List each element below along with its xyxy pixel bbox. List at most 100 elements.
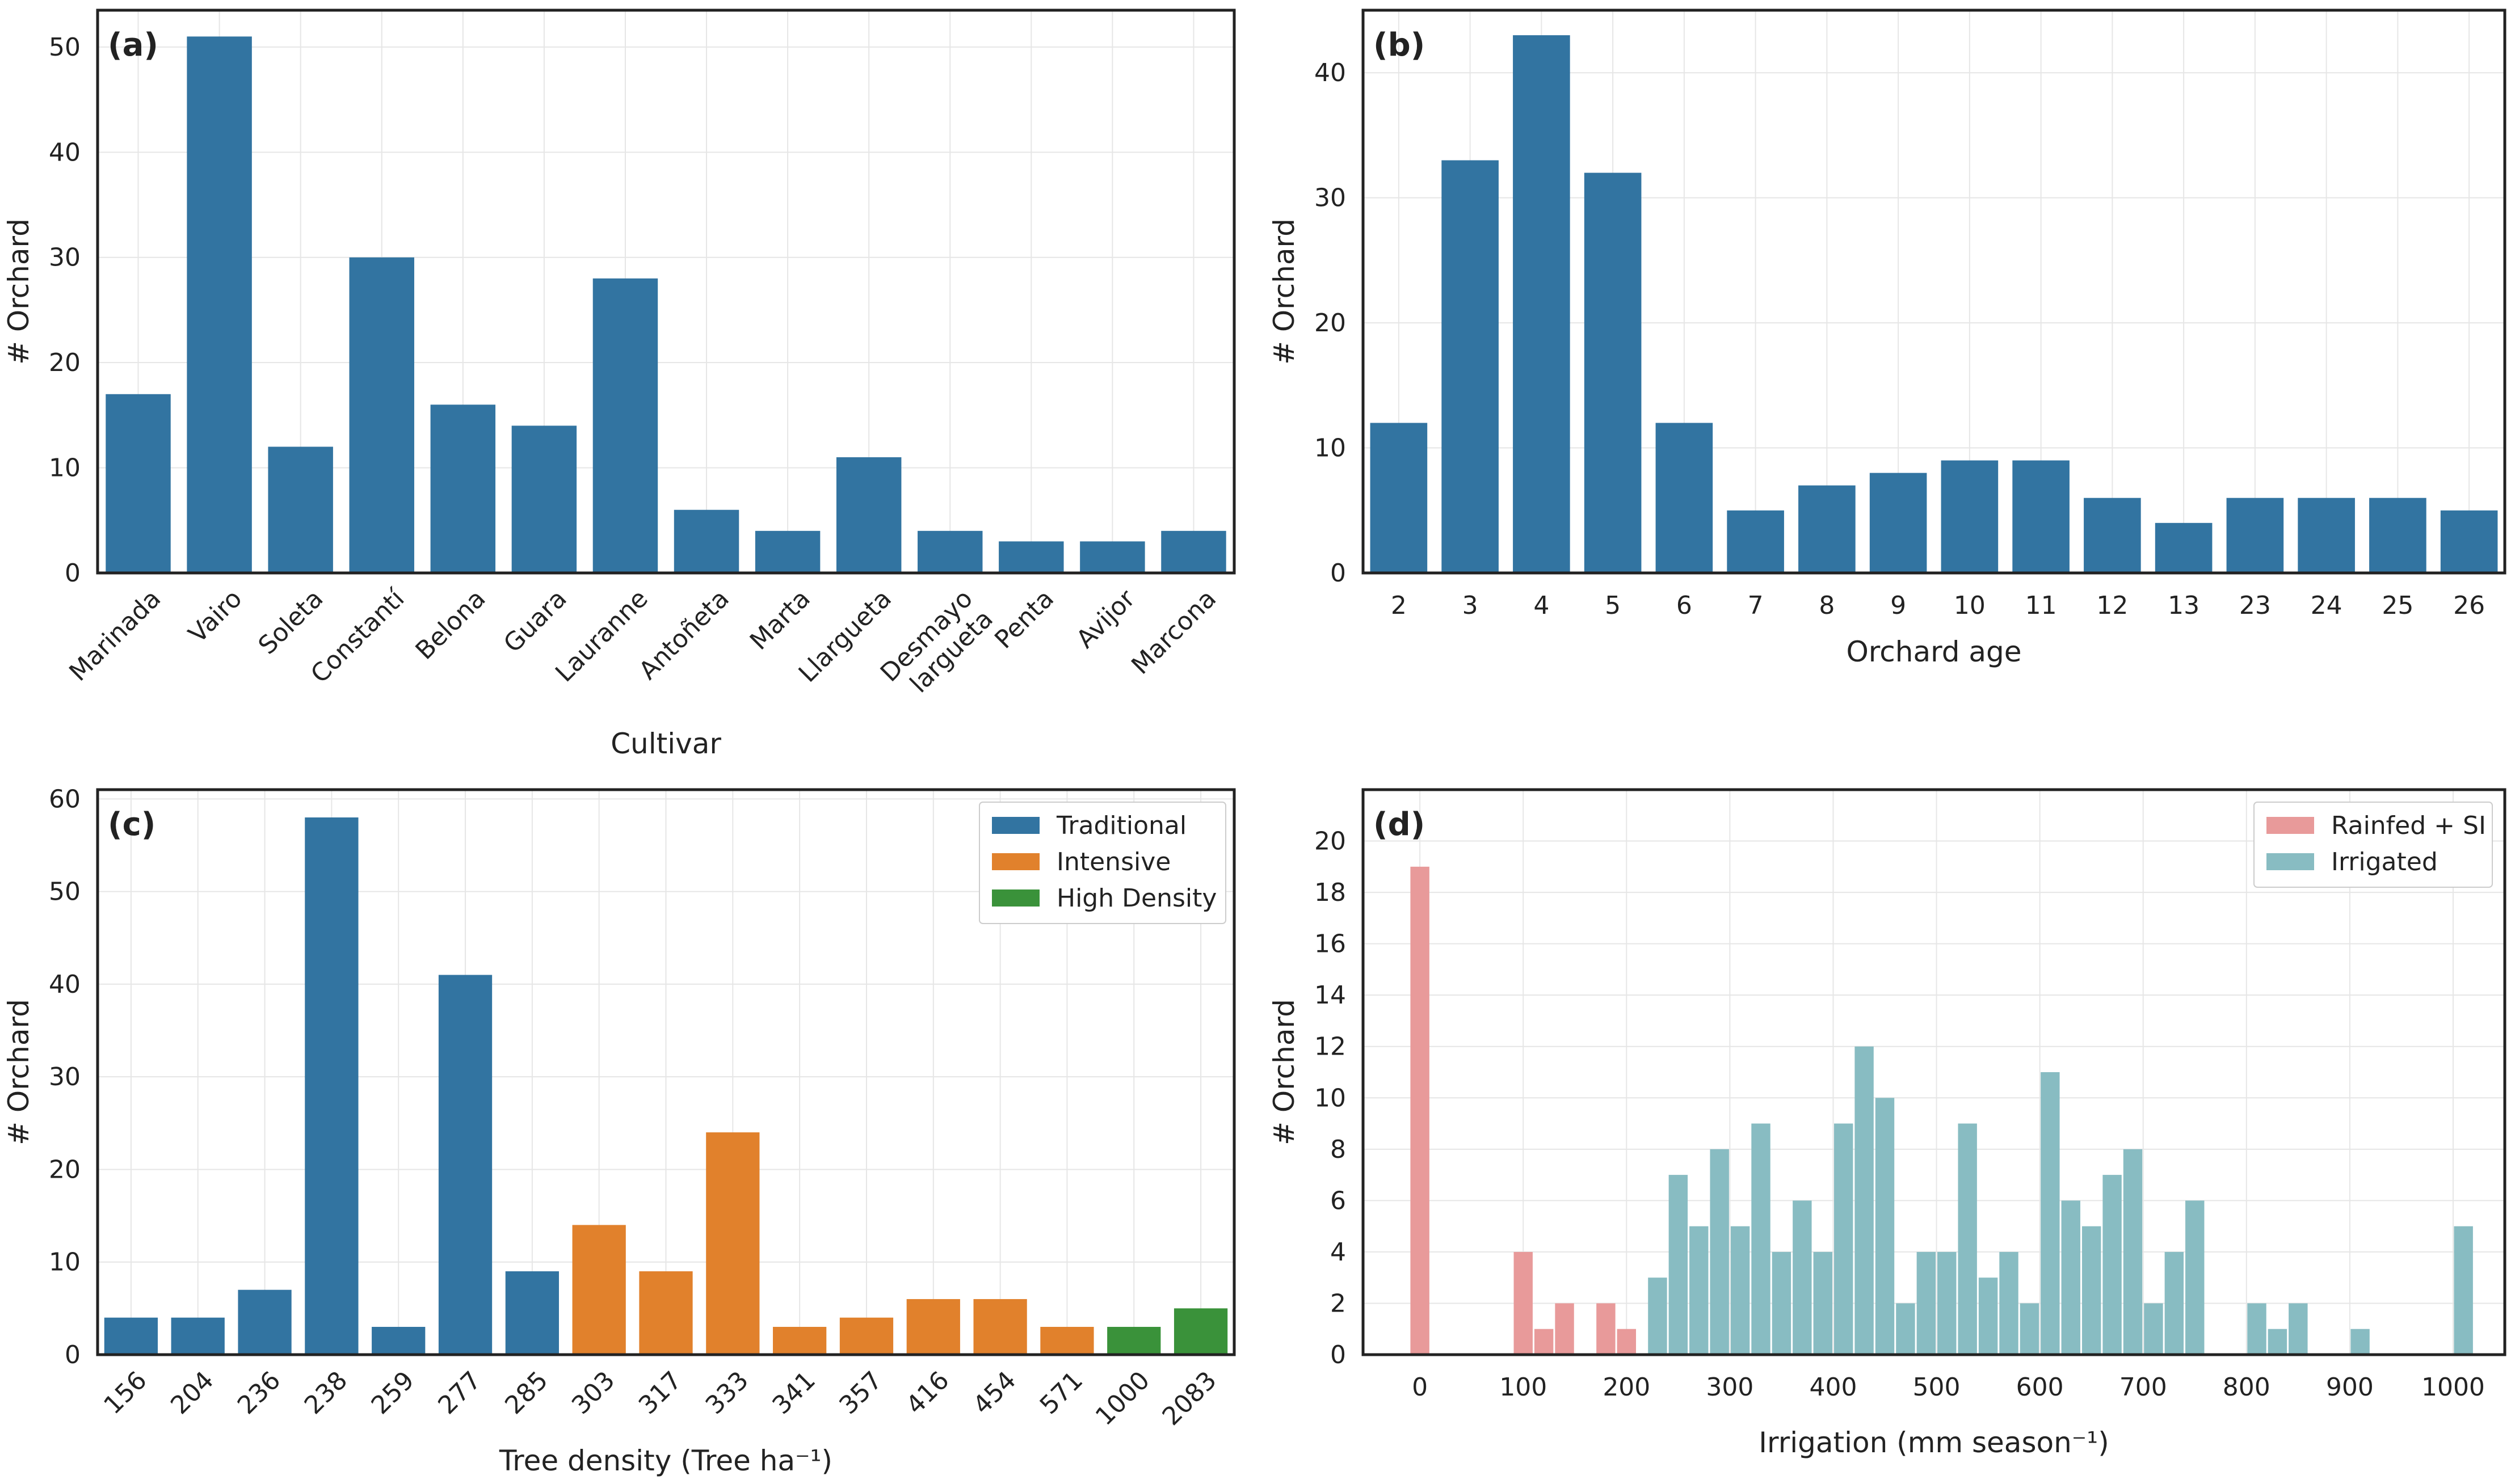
bar-3	[1441, 160, 1499, 573]
hist-bar-irrigated	[2020, 1303, 2039, 1355]
y-tick-label: 12	[1314, 1032, 1346, 1061]
hist-bar-irrigated	[2247, 1303, 2266, 1355]
panel-label: (d)	[1373, 806, 1425, 843]
y-tick-label: 10	[1314, 1084, 1346, 1112]
legend-label: Traditional	[1056, 811, 1187, 840]
x-tick-label: 800	[2223, 1373, 2270, 1402]
bar-marcona	[1161, 530, 1226, 573]
x-tick-label: 100	[1499, 1373, 1547, 1402]
hist-bar-rainfed	[1513, 1251, 1533, 1355]
bar-avijor	[1080, 541, 1145, 573]
y-tick-label: 2	[1330, 1289, 1346, 1318]
legend-swatch-intensive	[992, 853, 1040, 870]
x-tick-label: 400	[1809, 1373, 1857, 1402]
x-tick-label: Marta	[745, 584, 816, 656]
y-tick-label: 10	[49, 454, 81, 483]
bar-marinada	[106, 394, 171, 573]
plot-frame	[1361, 788, 2506, 1356]
y-tick-label: 18	[1314, 878, 1346, 907]
x-tick-label: Marinada	[64, 584, 166, 687]
hist-bar-irrigated	[1793, 1200, 1812, 1355]
hist-bar-irrigated	[1689, 1226, 1709, 1355]
y-tick-label: 50	[49, 878, 81, 907]
y-tick-label: 8	[1330, 1135, 1346, 1164]
bar-soleta	[268, 446, 333, 573]
x-tick-label: 300	[1706, 1373, 1753, 1402]
hist-bar-irrigated	[1751, 1123, 1770, 1355]
hist-bar-irrigated	[2144, 1303, 2163, 1355]
y-tick-label: 0	[65, 1340, 81, 1369]
x-tick-label: 277	[432, 1366, 486, 1420]
x-tick-label: 1000	[1090, 1366, 1155, 1431]
bar-571	[1040, 1327, 1094, 1355]
y-tick-label: 40	[49, 970, 81, 999]
bar-416	[906, 1299, 960, 1355]
x-tick-label: 285	[499, 1366, 553, 1420]
chart-panel-c: 0 10 20 30 40 50 60 # Orchard 156 204 236 238 259 277…	[2, 785, 1236, 1477]
bar-constantí	[349, 257, 414, 574]
hist-bar-irrigated	[2185, 1200, 2205, 1355]
bar-guara	[511, 425, 577, 573]
x-tick-label: 23	[2239, 591, 2271, 620]
hist-bar-irrigated	[1875, 1098, 1895, 1355]
y-tick-label: 20	[1314, 827, 1346, 856]
y-tick-label: 20	[49, 1155, 81, 1184]
hist-bar-irrigated	[2350, 1329, 2370, 1355]
bar-285	[505, 1271, 559, 1355]
x-tick-label: Avijor	[1071, 584, 1141, 654]
bar-333	[706, 1132, 760, 1355]
chart-panel-d: 0 2 4 6 8 10 12 14 16 18 20 # Orchard 0 100 200 300 400 5…	[1268, 788, 2506, 1459]
hist-bar-rainfed	[1534, 1329, 1554, 1355]
x-tick-label: 2083	[1157, 1366, 1222, 1431]
y-tick-label: 0	[1330, 559, 1346, 588]
legend-label: High Density	[1057, 884, 1217, 913]
legend-swatch-traditional	[992, 817, 1040, 834]
hist-bar-irrigated	[2041, 1072, 2060, 1355]
x-tick-label: 236	[232, 1366, 286, 1420]
x-tick-label: 900	[2326, 1373, 2374, 1402]
bar-2	[1370, 423, 1428, 573]
hist-bar-irrigated	[1833, 1123, 1853, 1355]
bar-26	[2440, 510, 2498, 573]
bar-4	[1513, 35, 1570, 574]
x-tick-label: 5	[1605, 591, 1621, 620]
bar-12	[2084, 498, 2141, 573]
bar-2083	[1174, 1308, 1228, 1355]
x-tick-label: 12	[2096, 591, 2128, 620]
bar-357	[839, 1317, 894, 1355]
hist-bar-irrigated	[2454, 1226, 2473, 1355]
x-tick-label: 204	[165, 1366, 219, 1420]
y-tick-label: 4	[1330, 1238, 1346, 1267]
x-tick-label: Soleta	[253, 584, 329, 660]
y-tick-label: 40	[1314, 58, 1346, 87]
x-tick-label: 156	[98, 1366, 152, 1420]
x-tick-label: 357	[834, 1366, 888, 1420]
hist-bar-irrigated	[2102, 1175, 2122, 1355]
y-tick-label: 20	[49, 348, 81, 377]
bar-8	[1798, 485, 1856, 573]
hist-bar-irrigated	[1958, 1123, 1977, 1355]
plot-frame	[1361, 9, 2506, 575]
hist-bar-irrigated	[2081, 1226, 2101, 1355]
bar-236	[238, 1289, 292, 1355]
x-tick-label: Marcona	[1126, 584, 1222, 680]
x-tick-label: 7	[1748, 591, 1764, 620]
hist-bar-rainfed	[1555, 1303, 1574, 1355]
hist-bar-irrigated	[2123, 1149, 2143, 1355]
y-tick-label: 10	[1314, 434, 1346, 463]
hist-bar-irrigated	[1854, 1046, 1874, 1355]
legend-label: Irrigated	[2331, 848, 2438, 876]
x-tick-label: 500	[1913, 1373, 1961, 1402]
bar-454	[973, 1299, 1027, 1355]
bar-9	[1869, 473, 1927, 573]
legend-label: Rainfed + SI	[2331, 811, 2486, 840]
x-tick-label: 259	[366, 1366, 420, 1420]
hist-bar-irrigated	[2289, 1303, 2308, 1355]
bar-desmayo-largueta	[918, 530, 983, 573]
y-tick-label: 40	[49, 138, 81, 167]
y-tick-label: 6	[1330, 1186, 1346, 1215]
x-tick-label: 200	[1603, 1373, 1650, 1402]
hist-bar-irrigated	[1896, 1303, 1915, 1355]
legend-box	[979, 802, 1226, 924]
y-tick-label: 60	[49, 785, 81, 813]
